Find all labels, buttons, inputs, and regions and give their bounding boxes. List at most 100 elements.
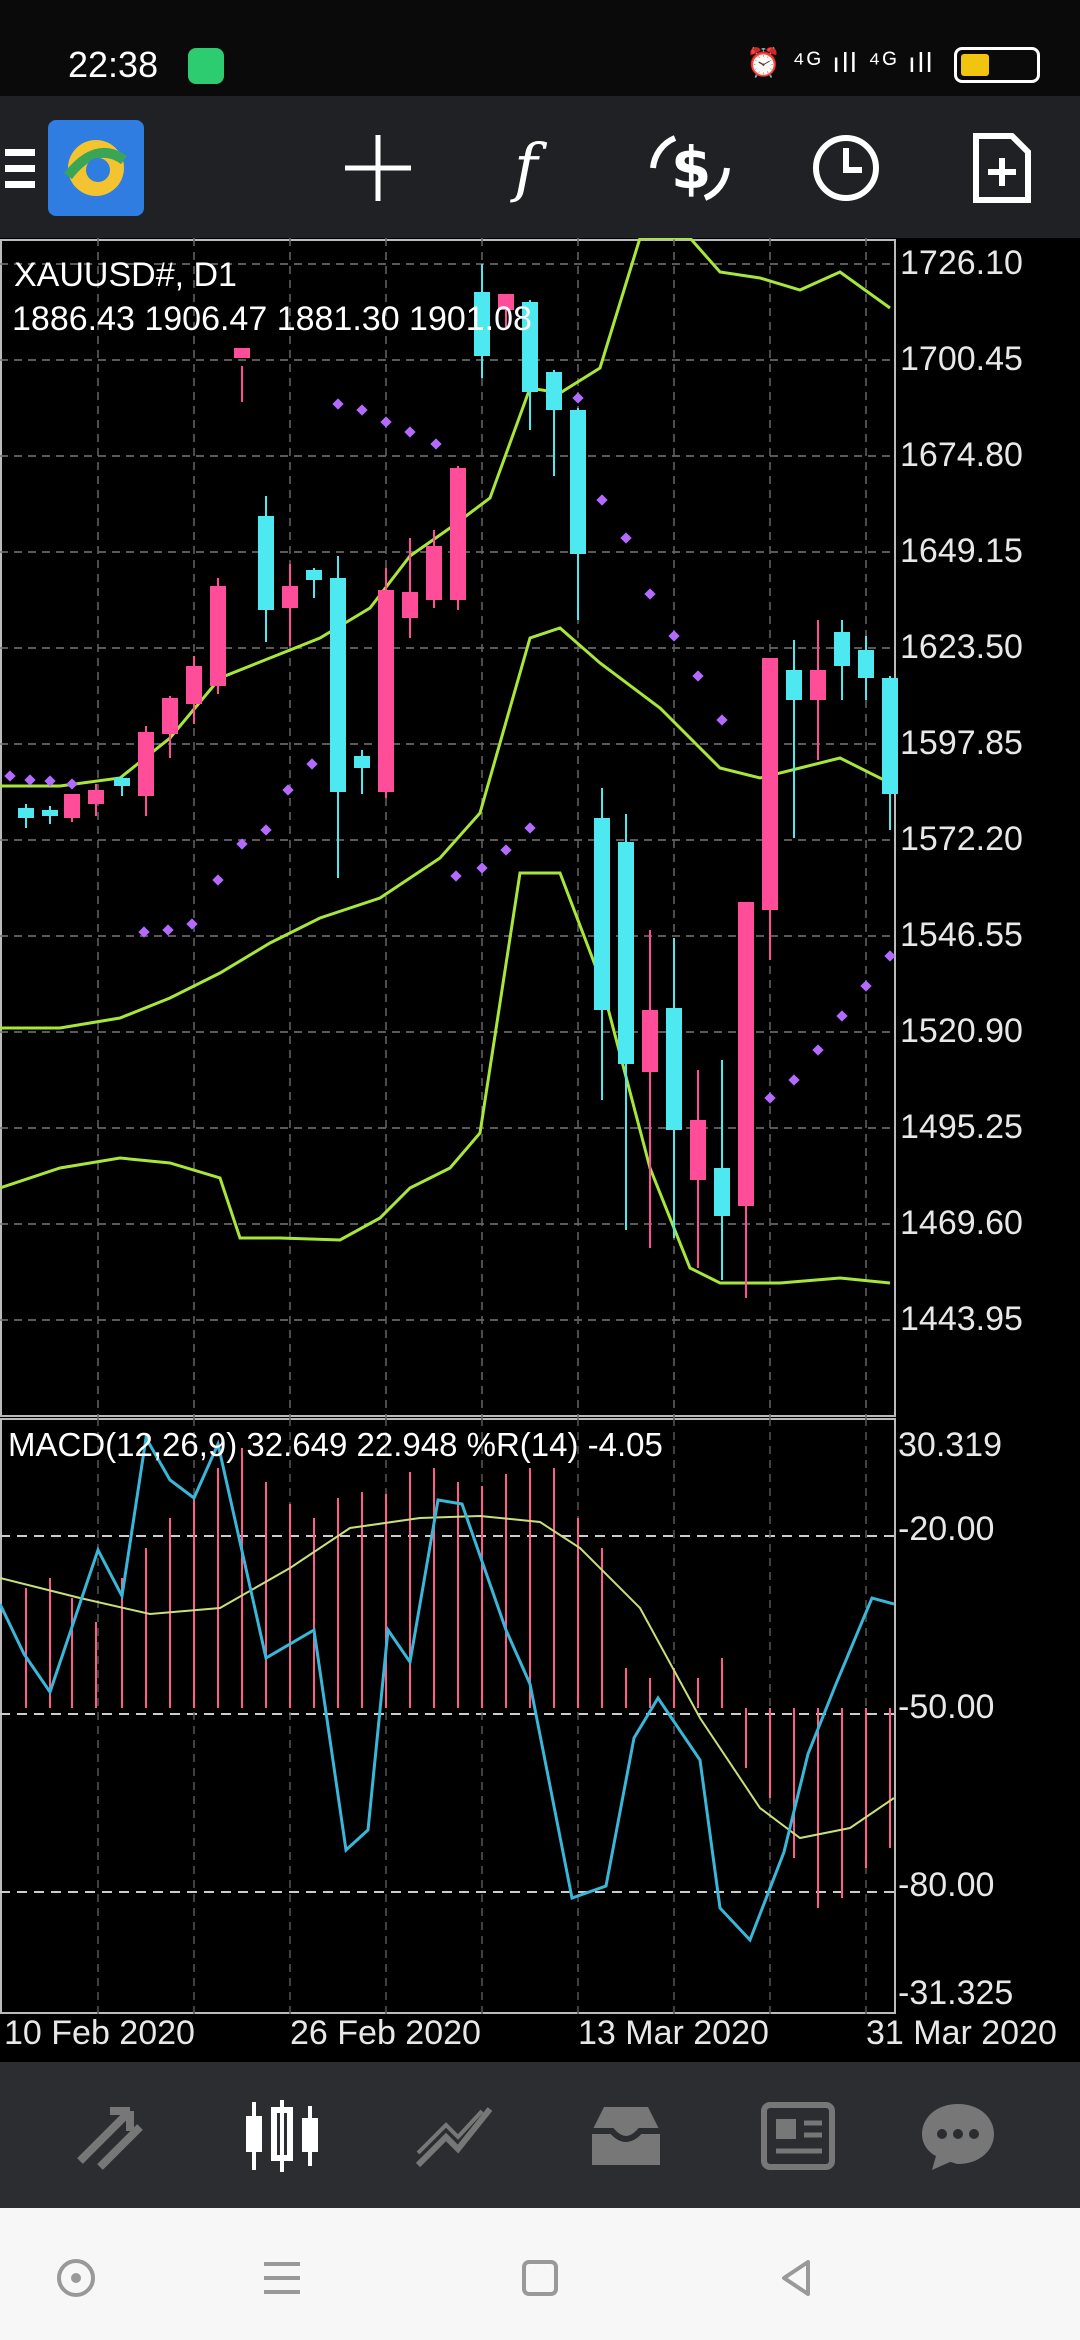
macd-signal-line (0, 1514, 895, 1840)
price-chart-canvas[interactable] (0, 236, 1080, 1418)
candle-body (522, 302, 538, 392)
candle-body (18, 808, 34, 818)
home-icon[interactable] (510, 2248, 570, 2308)
status-time: 22:38 (68, 44, 159, 85)
candle-body (282, 586, 298, 608)
macd-tick-label: 30.319 (898, 1426, 1002, 1464)
price-tick-label: 1700.45 (900, 340, 1023, 378)
timeframe-icon[interactable] (798, 120, 894, 216)
sar-dot (812, 1044, 824, 1056)
price-tick-label: 1572.20 (900, 820, 1023, 858)
price-tick-label: 1520.90 (900, 1012, 1023, 1050)
trade-nav-icon[interactable] (406, 2088, 502, 2184)
chart-ohlc: 1886.43 1906.47 1881.30 1901.08 (12, 300, 532, 338)
sar-dot (620, 532, 632, 544)
menu-icon[interactable] (252, 2248, 312, 2308)
sar-dot (162, 924, 174, 936)
status-bar: 22:38 ⏰ ⁴ᴳ ıll ⁴ᴳ ıll (0, 0, 1080, 96)
candle-body (402, 592, 418, 618)
sar-dot (282, 784, 294, 796)
sar-dot (356, 404, 368, 416)
candle-body (306, 570, 322, 580)
candle-body (546, 372, 562, 410)
mt4-logo-icon[interactable] (48, 120, 144, 216)
candle-body (162, 698, 178, 734)
sar-dot (788, 1074, 800, 1086)
candle-body (786, 670, 802, 700)
assistant-icon[interactable] (46, 2248, 106, 2308)
x-tick-label: 10 Feb 2020 (4, 2014, 195, 2052)
candle-body (810, 670, 826, 700)
macd-chart-canvas[interactable] (0, 1418, 1080, 2014)
candle-body (858, 650, 874, 678)
candle-body (258, 516, 274, 610)
bollinger-middle (0, 626, 891, 1030)
candle-body (330, 578, 346, 792)
candle-body (42, 810, 58, 816)
candle-body (714, 1168, 730, 1216)
sar-dot (596, 494, 608, 506)
chart-icon[interactable] (234, 2088, 330, 2184)
sar-dot (764, 1092, 776, 1104)
sar-dot (236, 838, 248, 850)
candle-body (570, 410, 586, 554)
price-tick-label: 1623.50 (900, 628, 1023, 666)
candle-body (642, 1010, 658, 1072)
price-tick-label: 1469.60 (900, 1204, 1023, 1242)
candle-body (210, 586, 226, 686)
crosshair-icon[interactable] (330, 120, 426, 216)
candle-body (426, 546, 442, 600)
news-icon[interactable] (750, 2088, 846, 2184)
macd-tick-label: -20.00 (898, 1510, 995, 1548)
history-icon[interactable] (578, 2088, 674, 2184)
sar-dot (24, 774, 36, 786)
candle-body (378, 590, 394, 792)
new-order-icon[interactable] (954, 120, 1050, 216)
sar-dot (572, 392, 584, 404)
sar-dot (138, 926, 150, 938)
sar-dot (716, 714, 728, 726)
bottom-navigation (0, 2062, 1080, 2208)
candle-body (474, 292, 490, 356)
x-tick-label: 13 Mar 2020 (578, 2014, 769, 2052)
candle-body (618, 842, 634, 1064)
x-tick-label: 26 Feb 2020 (290, 2014, 481, 2052)
sar-dot (186, 918, 198, 930)
menu-icon[interactable] (0, 120, 40, 216)
time-axis: 10 Feb 2020 26 Feb 2020 13 Mar 2020 31 M… (0, 2014, 1080, 2062)
candle-body (690, 1120, 706, 1180)
candle-body (186, 666, 202, 704)
macd-frame (0, 1418, 896, 2014)
back-icon[interactable] (766, 2248, 826, 2308)
sar-dot (500, 844, 512, 856)
system-navigation (0, 2208, 1080, 2340)
sar-dot (476, 862, 488, 874)
sar-dot (212, 874, 224, 886)
sar-dot (668, 630, 680, 642)
notification-app-icon (188, 48, 224, 84)
candle-body (882, 678, 898, 794)
sar-dot (692, 670, 704, 682)
quotes-icon[interactable] (62, 2088, 158, 2184)
macd-tick-label: -80.00 (898, 1866, 995, 1904)
sar-dot (404, 426, 416, 438)
sar-dot (524, 822, 536, 834)
indicators-icon[interactable]: f (486, 120, 582, 216)
candle-body (234, 348, 250, 358)
price-chart[interactable]: XAUUSD#, D1 1886.43 1906.47 1881.30 1901… (0, 236, 1080, 1418)
chat-icon[interactable] (910, 2088, 1006, 2184)
price-tick-label: 1546.55 (900, 916, 1023, 954)
bollinger-upper (0, 236, 891, 788)
battery-icon (954, 46, 1040, 83)
macd-chart[interactable]: MACD(12,26,9) 32.649 22.948 %R(14) -4.05… (0, 1418, 1080, 2014)
sar-dot (860, 980, 872, 992)
bollinger-lower (0, 871, 891, 1285)
price-tick-label: 1674.80 (900, 436, 1023, 474)
trade-icon[interactable]: $ (642, 120, 738, 216)
plot-frame (0, 239, 896, 1417)
candle-body (762, 658, 778, 910)
candle-body (834, 632, 850, 666)
candle-body (88, 790, 104, 804)
status-icons: ⏰ ⁴ᴳ ıll ⁴ᴳ ıll (746, 46, 1040, 83)
sar-dot (380, 416, 392, 428)
